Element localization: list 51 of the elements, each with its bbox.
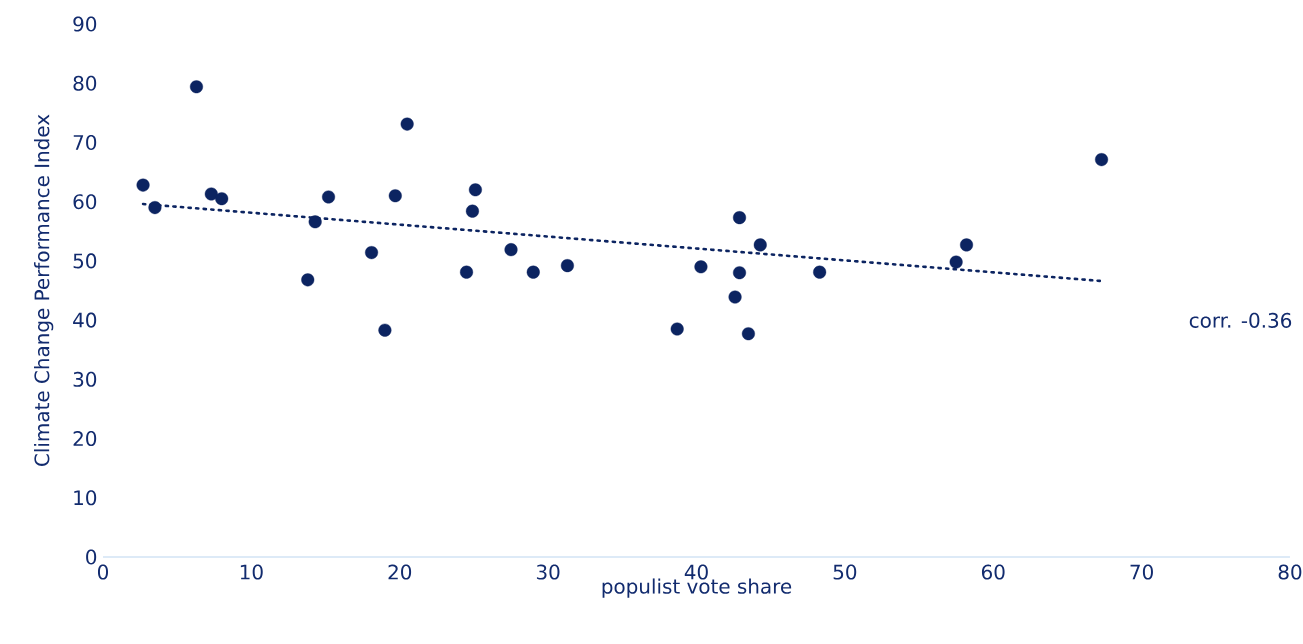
point [189,80,203,94]
y-tick-label: 20 [73,431,97,447]
point [388,189,402,203]
point [694,260,708,274]
y-tick-label: 10 [74,490,97,506]
x-tick-label: 10 [240,564,263,580]
point [733,211,747,225]
y-tick-label: 70 [73,134,97,150]
y-tick-label: 0 [86,549,97,565]
point [378,323,392,337]
y-tick-label: 40 [73,312,97,328]
x-tick-label: 40 [684,564,708,580]
point [204,187,218,201]
point [460,265,474,279]
point [560,259,574,273]
point [400,117,414,131]
y-tick-label: 90 [73,16,97,32]
y-tick-label: 30 [73,371,97,387]
annotation: corr. -0.36 [1189,312,1292,328]
point [1095,153,1109,167]
x-tick-label: 60 [981,564,1005,580]
y-tick-label: 80 [73,75,97,91]
y-tick-label: 60 [73,194,97,210]
point [148,201,162,215]
point [322,190,336,204]
point [526,265,540,279]
point [753,238,767,252]
x-tick-label: 70 [1130,564,1153,580]
point [365,246,379,260]
point [136,178,150,192]
x-tick-label: 20 [388,564,412,580]
x-tick-label: 80 [1278,564,1302,580]
point [468,183,482,197]
x-tick-label: 50 [833,564,857,580]
point [813,265,827,279]
x-tick-label: 30 [536,564,560,580]
x-axis-title: populist vote share [602,578,792,598]
point [215,192,229,206]
point [960,238,974,252]
point [949,255,963,269]
point [504,243,518,257]
point [308,215,322,229]
y-axis-title: Climate Change Performance Index [34,114,54,466]
point [733,266,747,280]
point [670,322,684,336]
point [728,290,742,304]
point [301,273,315,287]
point [741,327,755,341]
point [465,204,479,218]
y-tick-label: 50 [73,253,97,269]
x-tick-label: 0 [97,564,109,580]
